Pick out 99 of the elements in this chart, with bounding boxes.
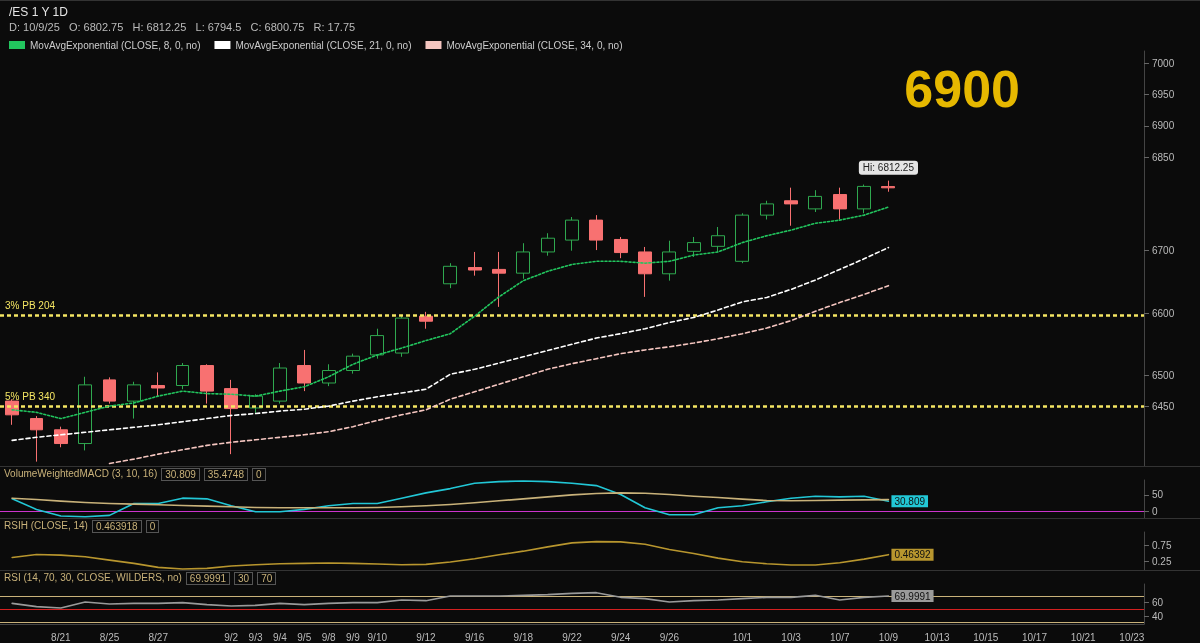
ref-line-label: 3% PB 204 — [5, 300, 56, 312]
line-series — [108, 284, 890, 465]
line-series — [11, 540, 890, 570]
x-tick-label: 10/13 — [924, 631, 951, 643]
candlestick — [808, 189, 822, 213]
line-series — [11, 492, 890, 509]
x-tick-label: 9/4 — [272, 631, 288, 643]
candlestick — [370, 328, 384, 360]
candlestick — [127, 381, 141, 420]
candlestick — [468, 251, 482, 277]
candlestick — [516, 242, 530, 280]
x-tick-label: 10/3 — [781, 631, 802, 643]
x-tick-label: 9/26 — [659, 631, 680, 643]
chart-title: VolumeWeightedMACD (3, 10, 16) — [4, 468, 158, 481]
x-tick-label: 10/15 — [973, 631, 999, 643]
y-tick-label: 6900 — [1152, 120, 1175, 132]
candlestick — [784, 187, 798, 227]
annotation: 69.9991 — [185, 572, 231, 585]
candlestick — [346, 353, 360, 375]
x-tick-label: 10/9 — [878, 631, 899, 643]
candlestick — [541, 232, 555, 257]
x-tick-label: 9/5 — [297, 631, 312, 643]
candlestick — [638, 246, 652, 298]
annotation: 69.9991 — [894, 590, 932, 602]
candlestick — [711, 226, 725, 253]
legend-label: MovAvgExponential (CLOSE, 8, 0, no) — [30, 39, 201, 51]
x-tick-label: 8/27 — [148, 631, 169, 643]
annotation: 6900 — [904, 60, 1021, 118]
y-tick-label: 40 — [1152, 610, 1164, 622]
y-tick-label: 6950 — [1152, 89, 1175, 101]
x-tick-label: 8/25 — [99, 631, 120, 643]
chart-subtitle: D: 10/9/25 O: 6802.75 H: 6812.25 L: 6794.5 C: 6800.75 R: 17.75 — [9, 20, 356, 33]
y-tick-label: 7000 — [1152, 57, 1175, 69]
candlestick — [395, 314, 409, 358]
x-tick-label: 9/16 — [464, 631, 485, 643]
candlestick — [881, 180, 895, 193]
candlestick — [833, 187, 847, 220]
y-tick-label: 60 — [1152, 597, 1164, 609]
candlestick — [662, 240, 676, 282]
x-tick-label: 10/21 — [1070, 631, 1097, 643]
x-tick-label: 10/1 — [732, 631, 753, 643]
candlestick — [103, 376, 116, 405]
line-series — [11, 480, 890, 518]
text: 0 — [251, 468, 266, 481]
text: 35.4748 — [203, 468, 248, 481]
chart-title: RSIH (CLOSE, 14) — [4, 520, 88, 533]
x-tick-label: 9/10 — [367, 631, 388, 643]
x-tick-label: 10/7 — [830, 631, 850, 643]
y-tick-label: 6600 — [1152, 307, 1175, 319]
y-tick-label: 6700 — [1152, 245, 1175, 257]
candlestick — [492, 251, 506, 308]
chart-title: RSI (14, 70, 30, CLOSE, WILDERS, no) — [4, 572, 182, 585]
annotation: 30.809 — [894, 495, 926, 507]
x-tick-label: 8/21 — [51, 631, 72, 643]
candlestick — [54, 426, 68, 448]
y-tick-label: 0.25 — [1152, 556, 1172, 568]
candlestick — [200, 363, 214, 405]
text: 0.463918 — [91, 520, 142, 533]
text: 30.809 — [161, 468, 200, 481]
candlestick — [760, 200, 774, 220]
x-tick-label: 9/12 — [416, 631, 437, 643]
x-tick-label: 9/3 — [248, 631, 263, 643]
x-tick-label: 10/17 — [1021, 631, 1048, 643]
y-tick-label: 0.75 — [1152, 539, 1172, 551]
annotation: 70 — [257, 572, 277, 585]
y-tick-label: 50 — [1152, 489, 1164, 501]
candlestick — [78, 376, 92, 451]
x-tick-label: 9/9 — [345, 631, 361, 643]
y-tick-label: 6500 — [1152, 370, 1175, 382]
candlestick — [151, 371, 165, 397]
annotation: 0.46392 — [894, 549, 932, 561]
x-tick-label: 9/24 — [610, 631, 631, 643]
candlestick — [30, 415, 43, 463]
candlestick — [857, 184, 871, 214]
candlestick — [735, 212, 749, 264]
annotation: Hi: 6812.25 — [862, 162, 915, 174]
candlestick — [176, 362, 189, 390]
annotation: 30 — [234, 572, 254, 585]
x-tick-label: 9/8 — [321, 631, 336, 643]
y-tick-label: 0 — [1152, 505, 1158, 517]
line-series — [11, 591, 890, 609]
y-tick-label: 6850 — [1152, 151, 1175, 163]
ref-line-label: 5% PB 340 — [5, 391, 56, 403]
candlestick — [273, 362, 287, 405]
chart-title: /ES 1 Y 1D — [9, 5, 69, 19]
legend-label: MovAvgExponential (CLOSE, 34, 0, no) — [446, 39, 623, 51]
x-tick-label: 9/2 — [224, 631, 239, 643]
candlestick — [614, 236, 628, 259]
x-tick-label: 9/18 — [513, 631, 534, 643]
candlestick — [297, 349, 311, 392]
text: 0 — [145, 520, 160, 533]
candlestick — [443, 262, 457, 289]
x-tick-label: 9/22 — [562, 631, 583, 643]
x-tick-label: 10/23 — [1119, 631, 1145, 643]
candlestick — [565, 216, 579, 252]
y-tick-label: 6450 — [1152, 401, 1175, 413]
candlestick — [687, 236, 701, 258]
candlestick — [589, 214, 603, 251]
legend-label: MovAvgExponential (CLOSE, 21, 0, no) — [235, 39, 412, 51]
